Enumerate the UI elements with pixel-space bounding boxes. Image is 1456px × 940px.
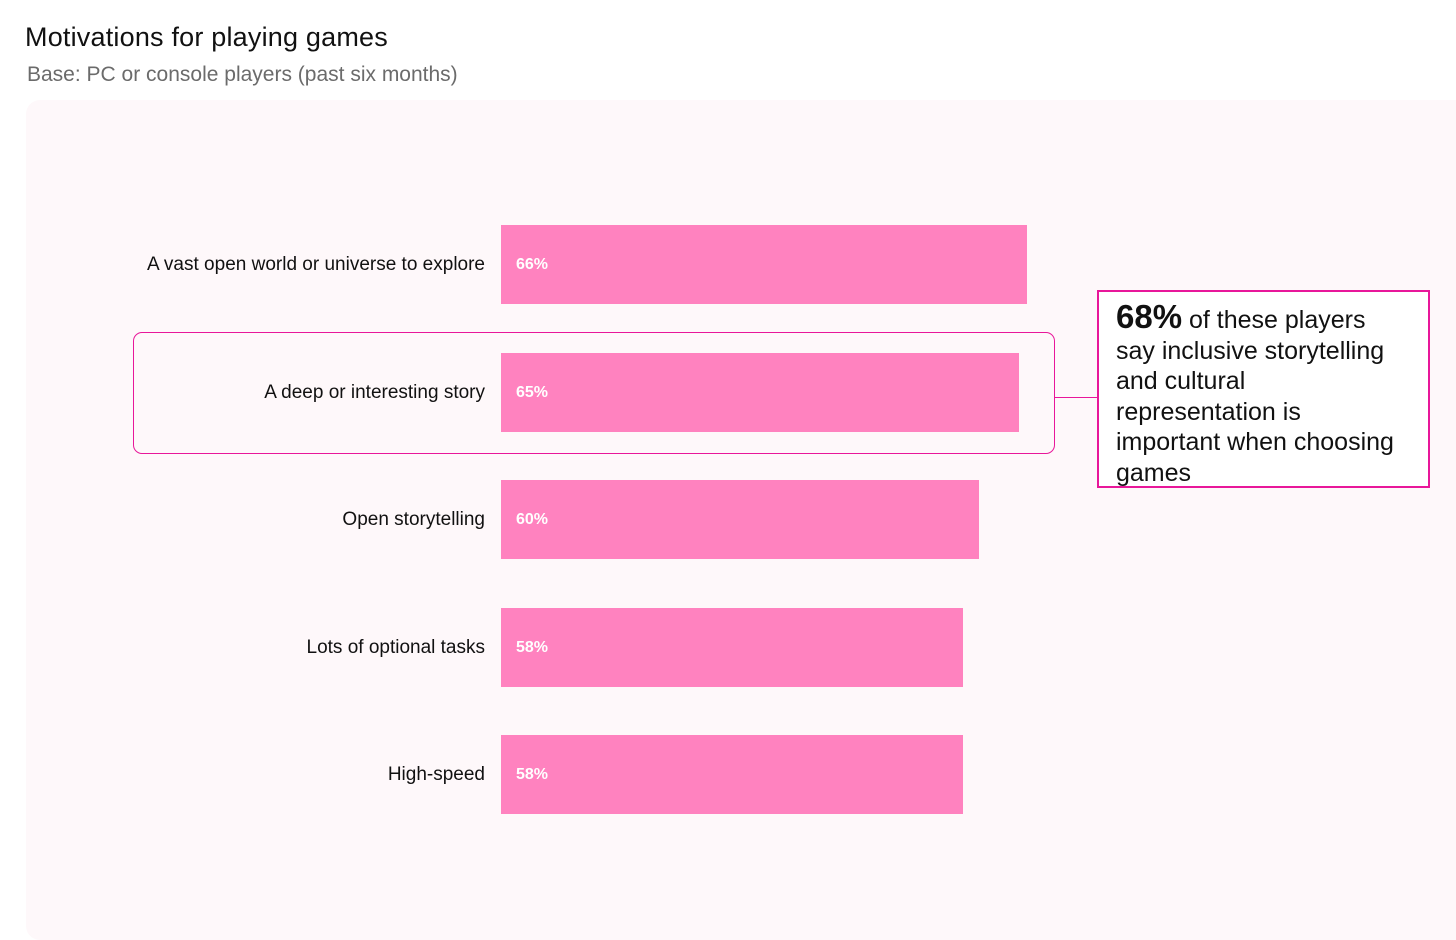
callout-box: 68% of these players say inclusive story…	[1097, 290, 1430, 488]
data-label: 58%	[516, 766, 549, 783]
bar: 65%	[501, 352, 1020, 432]
bar: 66%	[501, 225, 1028, 304]
data-label: 65%	[516, 383, 549, 401]
category-label: A vast open world or universe to explore	[147, 254, 485, 275]
chart-title: Motivations for playing games	[25, 22, 388, 52]
bar: 58%	[501, 607, 964, 687]
bar: 60%	[501, 480, 980, 559]
category-label: Open storytelling	[342, 509, 485, 530]
callout-connector	[1055, 397, 1097, 398]
callout-text: of these players say inclusive storytell…	[1116, 306, 1394, 487]
bar: 58%	[501, 735, 964, 814]
category-label: A deep or interesting story	[264, 381, 485, 403]
data-label: 58%	[516, 638, 549, 656]
data-label: 66%	[516, 256, 549, 273]
data-label: 60%	[516, 511, 549, 528]
chart-subtitle: Base: PC or console players (past six mo…	[27, 63, 458, 86]
highlight-frame	[133, 332, 1055, 454]
category-label: Lots of optional tasks	[306, 636, 486, 658]
category-label: High-speed	[387, 764, 485, 785]
callout-stat: 68%	[1116, 298, 1183, 335]
